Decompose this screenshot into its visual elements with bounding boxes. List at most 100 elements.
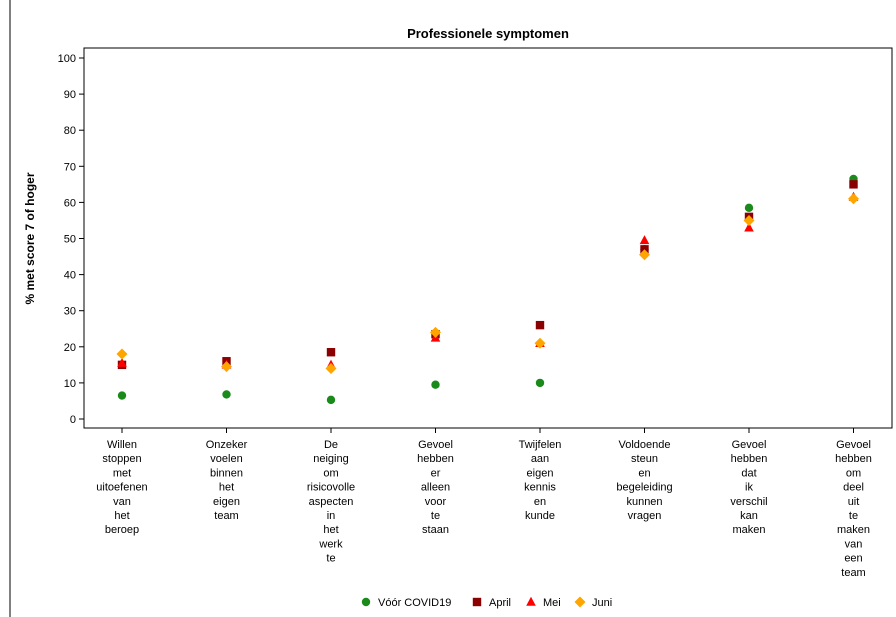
x-category-label-line: verschil [730,496,767,508]
x-category-label-line: voor [425,496,447,508]
data-point [639,249,650,261]
data-point [431,380,440,389]
data-point [221,361,232,373]
x-category-label-line: werk [318,538,343,550]
data-point [116,348,128,360]
data-point [534,337,546,349]
x-category-label-line: Voldoende [619,439,671,451]
data-point [535,378,545,388]
x-category-label-line: staan [422,524,449,536]
x-category-label-line: en [638,467,650,479]
x-category-label-line: steun [631,453,658,465]
legend: Vóór COVID19 April Mei Juni [361,596,612,609]
x-category-label-line: het [323,524,338,536]
x-category-label-line: vragen [628,510,662,522]
plot-area [83,47,893,429]
y-tick-label: 30 [64,306,76,318]
x-category-label-line: in [327,510,336,522]
x-category-label-line: dat [741,467,756,479]
x-category-label-line: en [534,496,546,508]
x-category-label-line: het [114,510,129,522]
x-category-label: Gevoel hebben om deel uit te maken van een team [835,439,872,579]
x-category-label-line: eigen [527,467,554,479]
x-category-label-line: neiging [313,453,348,465]
data-point [744,222,754,232]
x-category-label-line: Twijfelen [519,439,562,451]
y-axis-label: % met score 7 of hoger [23,172,37,304]
x-category-label-line: risicovolle [307,482,355,494]
x-category-label-line: voelen [210,453,242,465]
x-category-label-line: hebben [835,453,872,465]
x-category-label-line: te [849,510,858,522]
x-category-label-line: aspecten [309,496,354,508]
x-category-label-line: aan [531,453,549,465]
y-tick-label: 70 [64,161,76,173]
data-point [222,390,231,399]
x-category-label-line: om [846,467,861,479]
x-category-label-line: De [324,439,338,451]
x-category-label-line: ik [745,482,753,494]
legend-label: Mei [543,597,561,609]
legend-marker [574,596,586,608]
x-category-label-line: hebben [731,453,768,465]
data-point [117,391,127,400]
x-category-label: Willen stoppen met uitoefenen van het beroep [96,439,147,536]
y-tick-label: 0 [70,414,76,426]
legend-label: Vóór COVID19 [378,597,451,609]
data-point [325,362,337,374]
x-category-label: De neiging om risicovolle aspecten in het werk t… [307,439,355,565]
x-category-label-line: maken [837,524,870,536]
data-point [326,348,336,357]
x-category-label-line: te [326,553,335,565]
y-tick-label: 10 [64,378,76,390]
x-category-label-line: uitoefenen [96,482,147,494]
x-category-label-line: kunde [525,510,555,522]
legend-marker [472,597,482,607]
y-axis-ticks: 0 10 20 30 40 50 60 70 80 90 100 [58,53,84,426]
x-category-label-line: Gevoel [732,439,767,451]
x-category-label-line: uit [848,496,860,508]
data-point [117,357,127,367]
data-point [639,235,650,245]
data-point [535,320,545,330]
x-category-label-line: begeleiding [616,482,672,494]
legend-entry: Vóór COVID19 [361,597,451,609]
x-category-label: Gevoel hebben er alleen voor te staan [417,439,454,536]
x-category-label-line: stoppen [102,453,141,465]
x-category-label-line: om [323,467,338,479]
x-category-label-line: beroep [105,524,139,536]
x-category-label-line: eigen [213,496,240,508]
y-tick-label: 20 [64,342,76,354]
x-category-label-line: Onzeker [206,439,248,451]
x-category-label-line: van [845,538,863,550]
data-point [848,193,859,205]
x-category-label-line: te [431,510,440,522]
x-category-label-line: een [844,553,862,565]
x-category-label: Onzeker voelen binnen het eigen team [206,439,248,522]
y-tick-label: 60 [64,197,76,209]
x-category-label-line: binnen [210,467,243,479]
data-point [430,326,441,338]
x-category-label-line: met [113,467,131,479]
legend-entry: April [472,597,511,609]
x-category-label-line: Willen [107,439,137,451]
x-axis-ticks [121,428,854,433]
legend-marker [526,596,536,606]
series-diamond [116,193,859,374]
x-axis-category-labels: Willen stoppen met uitoefenen van het beroep On… [96,439,872,579]
x-category-label-line: team [214,510,238,522]
x-category-label-line: deel [843,482,864,494]
data-points [116,174,859,405]
x-category-label-line: kennis [524,482,556,494]
x-category-label-line: team [841,567,865,579]
data-point [743,214,755,226]
legend-label: Juni [592,597,612,609]
legend-entry: Mei [526,596,561,609]
x-category-label: Gevoel hebben dat ik verschil kan maken [730,439,767,536]
x-category-label: Voldoende steun en begeleiding kunnen vragen [616,439,672,522]
legend-label: April [489,597,511,609]
y-tick-label: 40 [64,270,76,282]
x-category-label-line: Gevoel [418,439,453,451]
x-category-label-line: het [219,482,234,494]
